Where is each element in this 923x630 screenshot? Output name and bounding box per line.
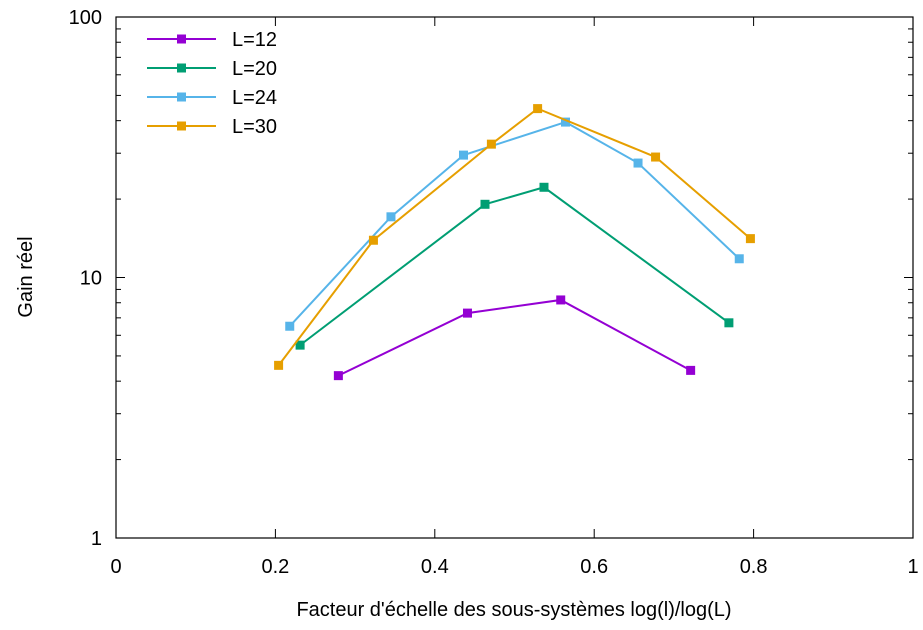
- y-tick-label: 100: [69, 7, 102, 29]
- series-l-20: [295, 182, 734, 350]
- x-tick-label: 0.4: [421, 556, 449, 578]
- data-point: [285, 321, 295, 331]
- data-point: [480, 199, 490, 209]
- legend-marker: [177, 92, 186, 102]
- data-point: [462, 308, 472, 318]
- data-point: [533, 104, 543, 114]
- series-line: [289, 120, 740, 327]
- x-tick-label: 0.2: [261, 556, 289, 578]
- tick-labels: 0 0.2 0.4 0.6 0.8 1 1 10 100: [69, 7, 919, 578]
- data-point: [724, 318, 734, 328]
- data-point: [651, 152, 661, 162]
- x-tick-label: 0.8: [740, 556, 768, 578]
- series-line: [277, 107, 752, 366]
- legend-label: L=30: [232, 116, 277, 138]
- data-point: [561, 117, 571, 127]
- data-point: [295, 340, 305, 350]
- data-point: [539, 182, 549, 192]
- y-axis-label: Gain réel: [15, 236, 37, 317]
- data-point: [486, 139, 496, 149]
- data-series: [274, 104, 755, 381]
- data-point: [633, 158, 643, 168]
- x-axis-label: Facteur d'échelle des sous-systèmes log(…: [296, 599, 731, 621]
- data-point: [368, 235, 378, 245]
- data-point: [686, 365, 696, 375]
- data-point: [274, 360, 284, 370]
- series-l-12: [333, 295, 696, 381]
- x-tick-label: 0.6: [580, 556, 608, 578]
- data-point: [745, 234, 755, 244]
- data-point: [386, 212, 396, 222]
- data-point: [458, 150, 468, 160]
- x-tick-label: 0: [110, 556, 121, 578]
- data-point: [556, 295, 566, 305]
- data-point: [333, 371, 343, 381]
- y-tick-label: 10: [80, 268, 102, 290]
- legend-label: L=20: [232, 58, 277, 80]
- legend-marker: [177, 121, 186, 131]
- legend-label: L=24: [232, 87, 277, 109]
- data-point: [734, 254, 744, 264]
- legend-label: L=12: [232, 29, 277, 51]
- x-tick-label: 1: [907, 556, 918, 578]
- legend: L=12 L=20 L=24 L=30: [147, 29, 277, 138]
- series-l-24: [285, 117, 744, 331]
- y-tick-label: 1: [91, 528, 102, 550]
- series-line: [299, 186, 730, 346]
- legend-marker: [177, 63, 186, 73]
- legend-marker: [177, 34, 186, 44]
- axis-ticks: [115, 16, 914, 539]
- series-line: [337, 298, 692, 377]
- series-l-30: [274, 104, 755, 370]
